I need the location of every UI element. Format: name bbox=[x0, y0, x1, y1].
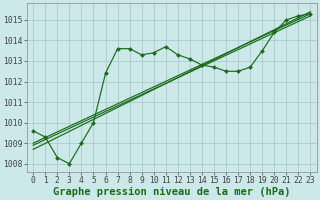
X-axis label: Graphe pression niveau de la mer (hPa): Graphe pression niveau de la mer (hPa) bbox=[53, 186, 291, 197]
